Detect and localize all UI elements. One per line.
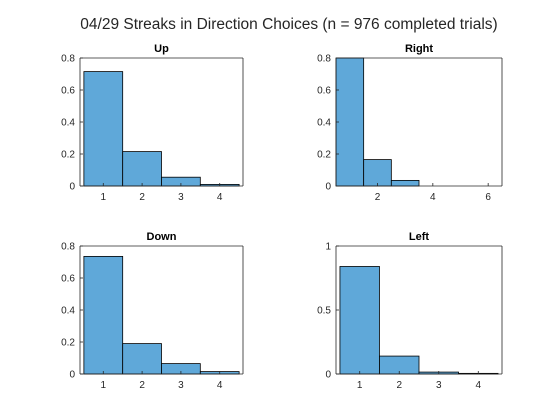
x-tick-label-up-1: 2 <box>139 192 145 203</box>
panel-right: 2 4 6 0 0.2 0.4 0.6 0.8 Right <box>317 43 503 203</box>
y-tick-label-right-0: 0 <box>325 182 331 193</box>
figure-title: 04/29 Streaks in Direction Choices (n = … <box>80 16 497 33</box>
y-tick-label-up-0: 0 <box>69 182 75 193</box>
x-tick-label-up-2: 3 <box>178 192 184 203</box>
y-tick-label-down-2: 0.4 <box>61 306 75 317</box>
y-tick-label-right-1: 0.2 <box>317 150 331 161</box>
y-tick-label-left-1: 0.5 <box>317 306 331 317</box>
x-tick-label-up-0: 1 <box>101 192 107 203</box>
x-tick-label-left-3: 4 <box>476 380 482 391</box>
x-tick-label-up-3: 4 <box>217 192 223 203</box>
x-tick-label-down-3: 4 <box>217 380 223 391</box>
panel-down: 1 2 3 4 0 0.2 0.4 0.6 0.8 Down <box>61 231 244 391</box>
x-tick-label-right-1: 4 <box>430 192 436 203</box>
x-tick-label-down-2: 3 <box>178 380 184 391</box>
panel-title-up: Up <box>154 43 169 55</box>
y-tick-label-down-4: 0.8 <box>61 242 75 253</box>
x-tick-label-left-1: 2 <box>396 380 402 391</box>
y-tick-label-right-2: 0.4 <box>317 118 331 129</box>
y-tick-label-left-0: 0 <box>325 370 331 381</box>
x-tick-label-left-2: 3 <box>436 380 442 391</box>
y-tick-label-right-4: 0.8 <box>317 54 331 65</box>
x-tick-label-right-2: 6 <box>485 192 491 203</box>
x-tick-label-down-0: 1 <box>101 380 107 391</box>
y-tick-label-up-2: 0.4 <box>61 118 75 129</box>
bar-down-1 <box>83 255 124 375</box>
y-tick-label-down-0: 0 <box>69 370 75 381</box>
y-tick-label-left-2: 1 <box>325 242 331 253</box>
x-tick-label-right-0: 2 <box>375 192 381 203</box>
panel-left: 1 2 3 4 0 0.5 1 Left <box>317 231 503 391</box>
bar-right-3 <box>390 179 420 187</box>
y-tick-label-up-1: 0.2 <box>61 150 75 161</box>
y-tick-label-down-1: 0.2 <box>61 338 75 349</box>
x-tick-label-down-1: 2 <box>139 380 145 391</box>
x-tick-label-left-0: 1 <box>357 380 363 391</box>
bar-right-1 <box>335 57 365 187</box>
panel-up: 1 2 3 4 0 0.2 0.4 0.6 0.8 Up <box>61 43 244 203</box>
panel-title-down: Down <box>147 231 177 243</box>
bar-up-2 <box>122 151 162 187</box>
panel-title-left: Left <box>409 231 430 243</box>
bar-right-2 <box>363 159 392 187</box>
y-tick-label-up-3: 0.6 <box>61 86 75 97</box>
y-tick-label-up-4: 0.8 <box>61 54 75 65</box>
y-tick-label-down-3: 0.6 <box>61 274 75 285</box>
panel-title-right: Right <box>405 43 433 55</box>
bar-down-2 <box>122 343 162 375</box>
y-tick-label-right-3: 0.6 <box>317 86 331 97</box>
bar-up-1 <box>83 71 124 187</box>
bar-left-1 <box>339 266 380 375</box>
